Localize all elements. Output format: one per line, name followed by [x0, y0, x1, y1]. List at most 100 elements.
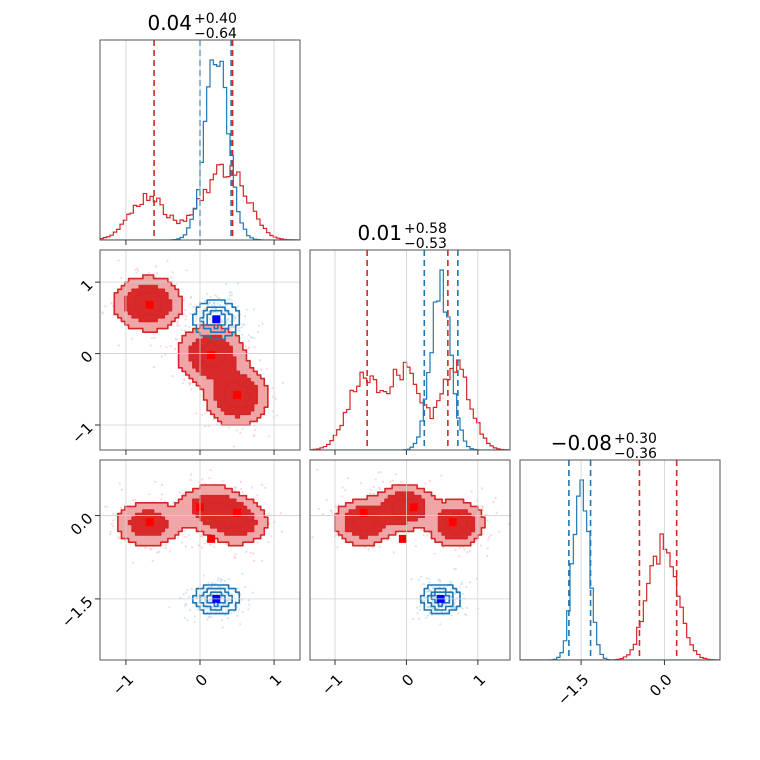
density-cell — [207, 389, 212, 394]
density-cell — [189, 517, 194, 522]
density-cell — [352, 542, 357, 547]
density-cell — [125, 285, 129, 290]
density-cell — [431, 527, 436, 532]
density-cell — [225, 335, 229, 340]
density-cell — [456, 499, 461, 504]
density-cell — [356, 535, 361, 539]
density-cell — [125, 300, 129, 304]
density-cell — [146, 328, 151, 333]
density-cell — [171, 303, 176, 308]
density-cell — [420, 524, 425, 529]
density-cell — [352, 527, 357, 532]
density-cell — [196, 364, 201, 369]
density-cell — [349, 517, 354, 522]
blue-sample-point — [219, 585, 222, 589]
density-cell — [210, 407, 215, 412]
density-cell — [125, 527, 129, 532]
density-cell — [185, 364, 190, 369]
density-cell — [139, 321, 144, 326]
density-cell — [456, 535, 461, 539]
density-cell — [232, 346, 237, 351]
red-sample-point — [442, 498, 445, 501]
blue-sample-point — [428, 606, 431, 609]
density-cell — [207, 495, 212, 500]
density-cell — [335, 520, 339, 525]
density-cell — [160, 282, 165, 287]
red-sample-point — [251, 486, 254, 489]
density-cell — [381, 499, 386, 504]
density-cell — [367, 506, 372, 511]
red-sample-point — [341, 495, 344, 498]
density-cell — [388, 531, 393, 536]
red-sample-point — [151, 559, 154, 562]
density-cell — [385, 531, 389, 536]
red-sample-point — [189, 478, 192, 482]
density-cell — [217, 407, 222, 412]
density-cell — [427, 502, 432, 507]
density-cell — [117, 303, 122, 308]
density-cell — [242, 357, 247, 362]
density-cell — [264, 385, 269, 390]
red-sample-point — [101, 312, 104, 315]
density-cell — [388, 502, 393, 507]
density-cell — [363, 506, 368, 511]
density-cell — [250, 520, 254, 525]
density-cell — [178, 346, 183, 351]
density-cell — [360, 535, 364, 539]
red-sample-point — [184, 318, 187, 321]
blue-sample-point — [427, 577, 430, 581]
blue-sample-point — [208, 301, 211, 304]
density-cell — [214, 371, 219, 376]
density-cell — [246, 414, 251, 419]
density-cell — [146, 542, 151, 547]
density-cell — [207, 385, 212, 390]
density-cell — [146, 292, 151, 297]
density-cell — [214, 510, 219, 514]
density-cell — [381, 520, 386, 525]
density-cell — [460, 517, 464, 522]
density-cell — [210, 328, 215, 333]
density-cell — [192, 378, 197, 383]
density-cell — [200, 524, 204, 529]
density-cell — [242, 371, 247, 376]
density-cell — [175, 510, 179, 514]
density-cell — [225, 414, 229, 419]
density-cell — [192, 502, 197, 507]
density-cell — [228, 360, 233, 365]
density-cell — [221, 375, 226, 379]
density-cell — [352, 517, 357, 522]
density-cell — [370, 510, 375, 514]
density-cell — [189, 335, 194, 340]
density-cell — [171, 317, 176, 322]
density-cell — [257, 382, 262, 387]
density-cell — [175, 506, 179, 511]
density-cell — [175, 314, 179, 319]
red-sample-point — [372, 485, 375, 488]
density-cell — [246, 403, 251, 408]
density-cell — [399, 499, 404, 504]
density-cell — [160, 310, 165, 315]
density-cell — [264, 517, 269, 522]
density-cell — [221, 342, 226, 347]
density-cell — [217, 367, 222, 372]
titles: 0.04 +0.40−0.640.01 +0.58−0.53−0.08 +0.30−0… — [147, 11, 657, 462]
density-cell — [257, 407, 262, 412]
density-cell — [207, 328, 212, 333]
density-cell — [438, 510, 443, 514]
density-cell — [474, 517, 479, 522]
density-cell — [392, 492, 397, 497]
density-cell — [442, 531, 447, 536]
blue-sample-point — [469, 581, 472, 584]
red-sample-point — [229, 325, 233, 328]
density-cell — [217, 502, 222, 507]
density-cell — [157, 535, 162, 539]
red-marker — [233, 508, 242, 517]
title-plus: +0.30 — [614, 431, 657, 447]
density-cell — [139, 303, 144, 308]
density-cell — [242, 378, 247, 383]
density-cell — [160, 307, 165, 312]
density-cell — [171, 524, 176, 529]
density-cell — [228, 502, 233, 507]
density-cell — [167, 310, 172, 315]
red-sample-point — [110, 302, 113, 305]
